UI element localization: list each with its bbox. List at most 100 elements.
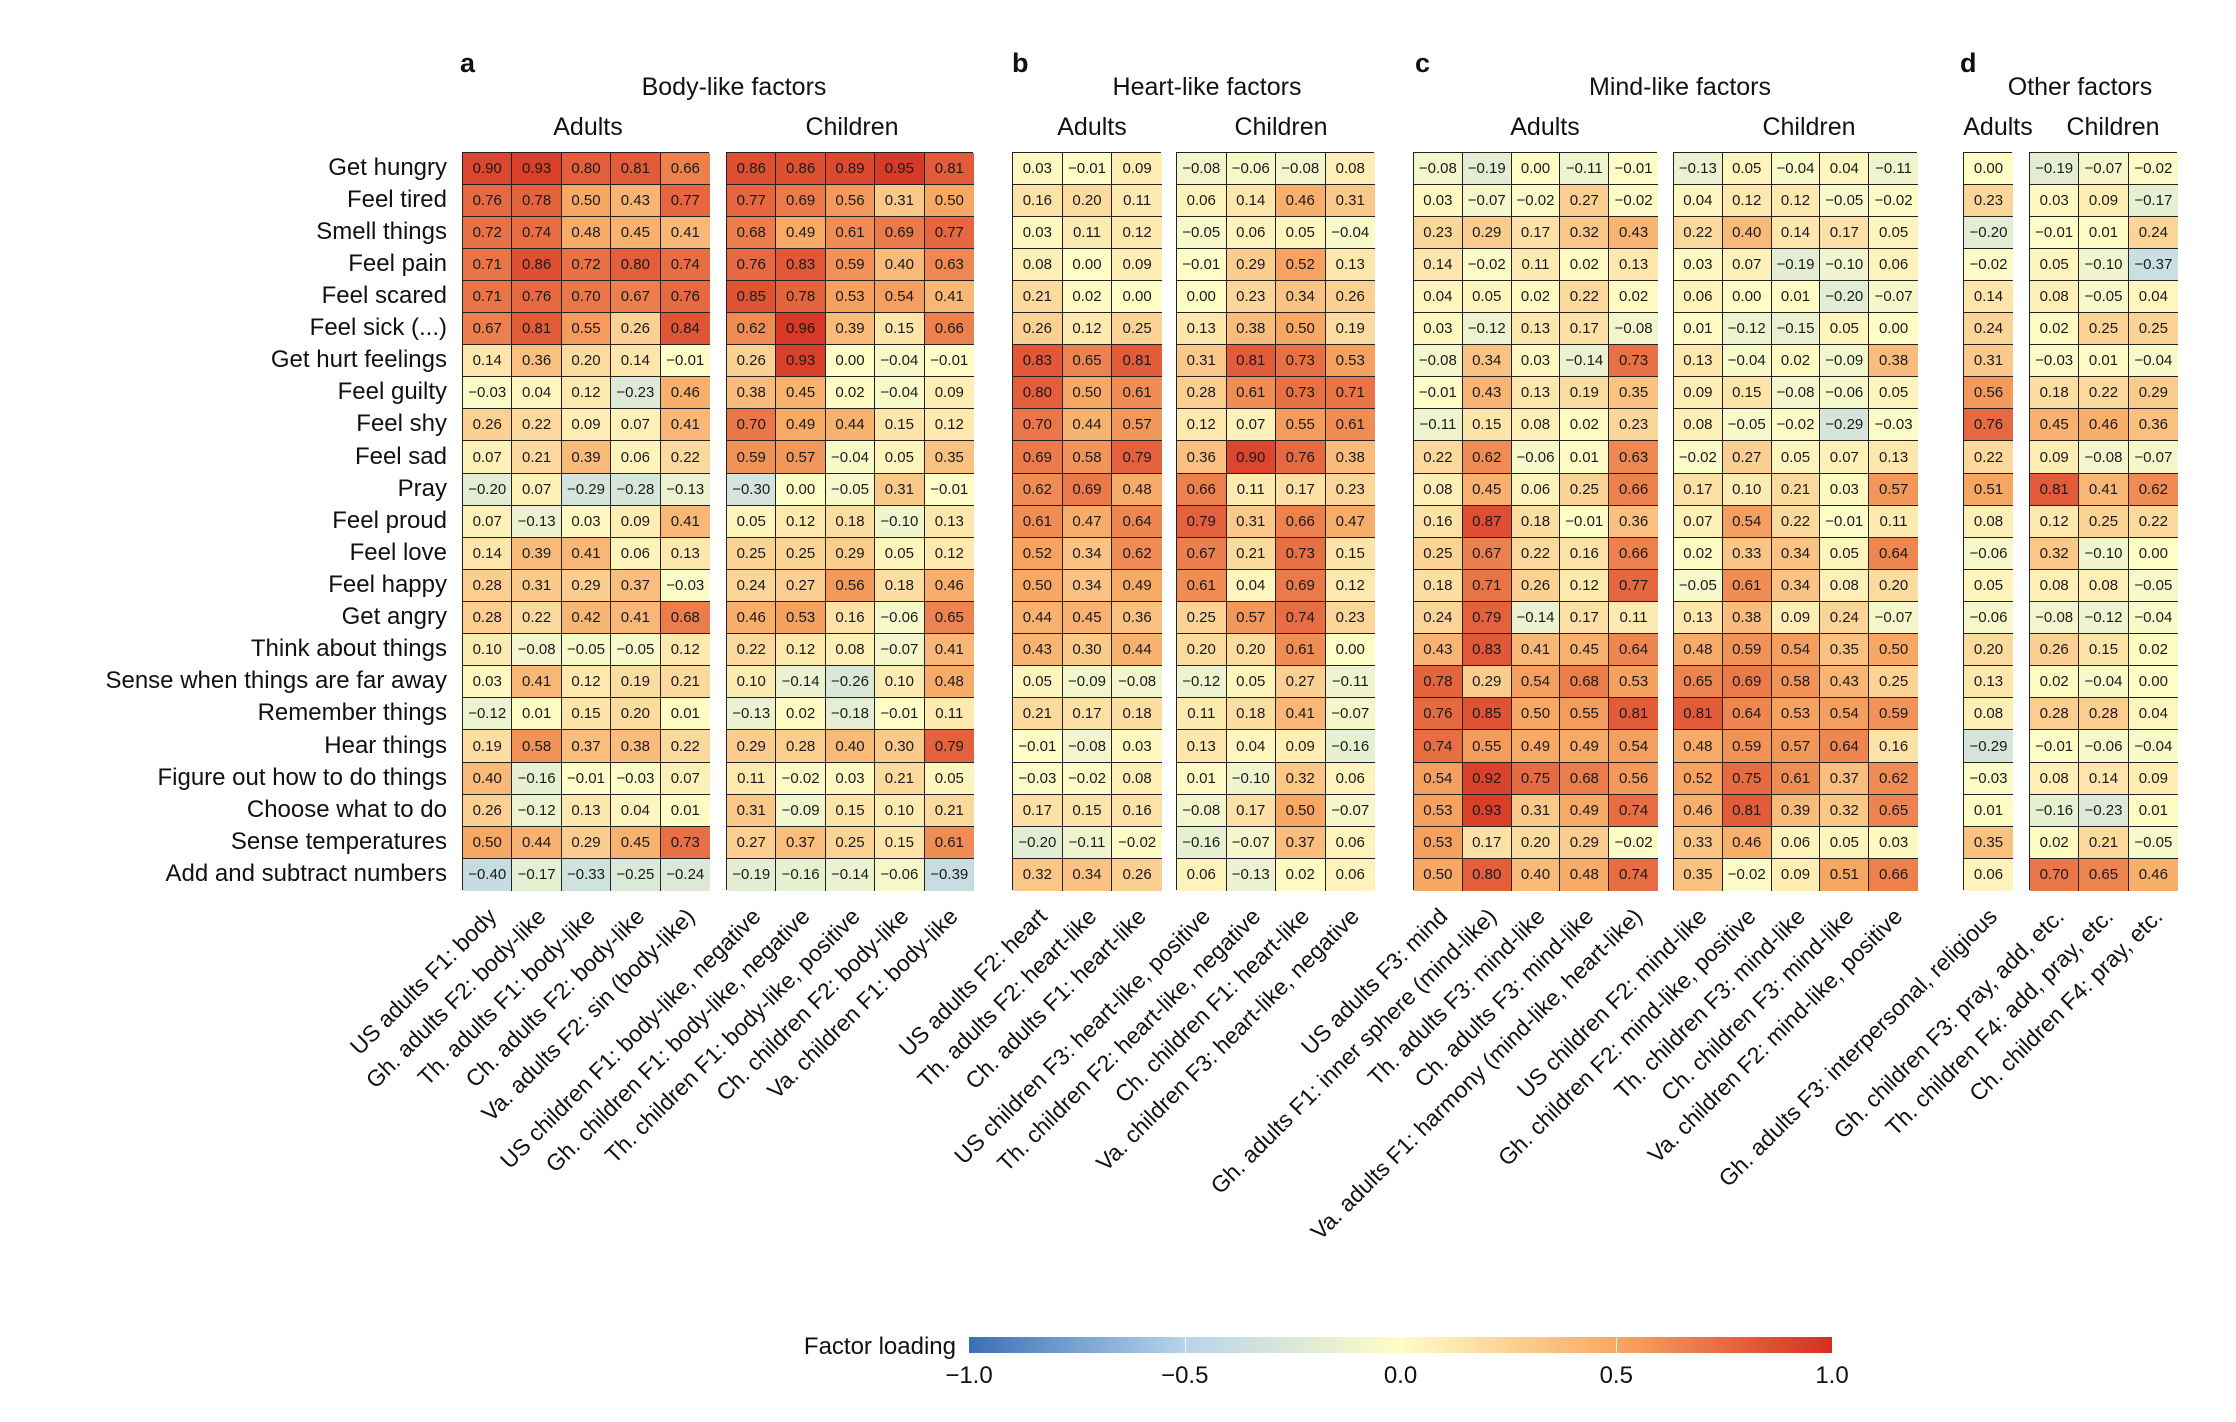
heatmap-cell: −0.05: [1674, 569, 1723, 602]
panel-title-body: Body-like factors: [641, 73, 827, 101]
heatmap-cell: 0.81: [1112, 345, 1162, 378]
group-title-other-children: Children: [2066, 113, 2160, 141]
heatmap-cell: −0.01: [875, 698, 925, 731]
row-label: Add and subtract numbers: [165, 859, 448, 887]
heatmap-cell: 0.39: [1771, 794, 1821, 827]
heatmap-cell: −0.08: [2030, 602, 2080, 635]
heatmap-cell: 0.28: [776, 730, 826, 763]
heatmap-cell: 0.26: [2030, 634, 2080, 667]
colorbar-tick-label: 0.5: [1599, 1362, 1633, 1389]
heatmap-cell: 0.31: [1226, 505, 1276, 538]
heatmap-cell: −0.08: [1414, 345, 1463, 378]
heatmap-cell: 0.51: [1964, 473, 2013, 506]
heatmap-cell: 0.69: [1722, 666, 1772, 699]
heatmap-cell: 0.87: [1462, 505, 1512, 538]
heatmap-cell: −0.08: [1177, 152, 1227, 185]
heatmap-cell: −0.01: [1177, 248, 1227, 281]
heatmap-cell: 0.67: [611, 280, 661, 314]
heatmap-cell: 0.28: [1177, 377, 1227, 410]
heatmap-cell: 0.05: [1869, 216, 1918, 249]
heatmap-cell: 0.38: [611, 730, 661, 763]
heatmap-cell: −0.06: [875, 602, 925, 635]
heatmap-cell: 0.46: [924, 569, 974, 602]
heatmap-cell: −0.01: [924, 473, 974, 506]
heatmap-cell: 0.54: [1771, 634, 1821, 667]
heatmap-cell: 0.69: [875, 216, 925, 249]
heatmap-cell: 0.55: [1462, 730, 1512, 763]
heatmap-cell: 0.66: [1609, 537, 1658, 570]
heatmap-cell: 0.05: [1013, 666, 1063, 699]
heatmap-cell: −0.07: [1226, 826, 1276, 859]
heatmap-cell: −0.08: [1276, 152, 1326, 185]
heatmap-cell: −0.04: [875, 377, 925, 410]
heatmap-cell: 0.86: [512, 248, 562, 281]
heatmap-cell: 0.05: [1722, 152, 1772, 185]
heatmap-cell: 0.11: [1869, 505, 1918, 538]
heatmap-cell: 0.08: [2030, 762, 2080, 795]
heatmap-cell: 0.74: [1276, 602, 1326, 635]
heatmap-cell: 0.11: [727, 762, 777, 795]
heatmap-cell: 0.31: [1325, 184, 1375, 217]
heatmap-cell: 0.53: [1414, 794, 1463, 827]
heatmap-cell: −0.04: [2079, 666, 2129, 699]
heatmap-cell: −0.08: [1062, 730, 1113, 763]
heatmap-cell: 0.06: [1964, 858, 2013, 891]
heatmap-group-d-adults: 0.00 0.23 −0.20 −0.02 0.14 0.24 0.31 0.56 0.76 0.…: [1963, 151, 2013, 891]
heatmap-cell: 0.17: [1560, 313, 1610, 346]
heatmap-cell: 0.04: [1674, 184, 1723, 217]
heatmap-cell: 0.18: [875, 569, 925, 602]
heatmap-cell: 0.22: [512, 602, 562, 635]
heatmap-cell: −0.03: [1013, 762, 1063, 795]
heatmap-cell: 0.71: [463, 280, 513, 314]
heatmap-cell: 0.05: [1462, 280, 1512, 314]
heatmap-cell: 0.33: [1722, 537, 1772, 570]
heatmap-cell: −0.13: [1674, 152, 1723, 185]
row-label: Figure out how to do things: [157, 763, 447, 791]
heatmap-cell: 0.08: [2030, 280, 2080, 314]
heatmap-cell: 0.20: [1511, 826, 1561, 859]
heatmap-cell: −0.19: [2030, 152, 2080, 185]
heatmap-cell: 0.31: [875, 473, 925, 506]
heatmap-cell: 0.62: [1112, 537, 1162, 570]
heatmap-group-b-adults: 0.03 0.16 0.03 0.08 0.21 0.26 0.83 0.80 0.70 0.69…: [1012, 151, 1162, 891]
heatmap-cell: −0.19: [727, 858, 777, 891]
heatmap-cell: 0.02: [1062, 280, 1113, 314]
heatmap-cell: 0.80: [1462, 858, 1512, 891]
heatmap-cell: 0.61: [1177, 569, 1227, 602]
heatmap-cell: 0.32: [1560, 216, 1610, 249]
heatmap-cell: 0.62: [727, 313, 777, 346]
heatmap-cell: −0.05: [2079, 280, 2129, 314]
heatmap-cell: 0.08: [2079, 569, 2129, 602]
heatmap-cell: −0.20: [463, 473, 513, 506]
heatmap-cell: 0.06: [1177, 858, 1227, 891]
heatmap-cell: 0.23: [1964, 184, 2013, 217]
heatmap-cell: 0.03: [1112, 730, 1162, 763]
heatmap-cell: 0.76: [463, 184, 513, 217]
heatmap-cell: 0.08: [1112, 762, 1162, 795]
heatmap-cell: 0.15: [2079, 634, 2129, 667]
heatmap-group-a-adults: 0.90 0.76 0.72 0.71 0.71 0.67 0.14 −0.03 0.26 0.0…: [462, 151, 710, 891]
panel-title-mind: Mind-like factors: [1589, 73, 1771, 101]
heatmap-cell: 0.23: [1325, 602, 1375, 635]
heatmap-cell: 0.27: [776, 569, 826, 602]
heatmap-cell: 0.46: [1674, 794, 1723, 827]
heatmap-cell: 0.63: [1609, 441, 1658, 474]
heatmap-cell: 0.05: [875, 441, 925, 474]
heatmap-cell: 0.26: [1112, 858, 1162, 891]
heatmap-cell: 0.04: [1820, 152, 1870, 185]
heatmap-cell: 0.50: [1062, 377, 1113, 410]
heatmap-cell: −0.02: [1964, 248, 2013, 281]
heatmap-cell: −0.06: [2079, 730, 2129, 763]
heatmap-cell: 0.15: [1462, 409, 1512, 442]
heatmap-cell: −0.33: [561, 858, 612, 891]
heatmap-cell: 0.69: [1276, 569, 1326, 602]
heatmap-cell: −0.04: [1722, 345, 1772, 378]
heatmap-cell: 0.81: [1674, 698, 1723, 731]
heatmap-cell: −0.06: [1964, 537, 2013, 570]
heatmap-cell: 0.38: [1226, 313, 1276, 346]
heatmap-cell: 0.54: [1722, 505, 1772, 538]
heatmap-cell: 0.16: [1869, 730, 1918, 763]
heatmap-cell: 0.49: [1560, 794, 1610, 827]
heatmap-cell: 0.00: [1177, 280, 1227, 314]
heatmap-cell: 0.66: [1177, 473, 1227, 506]
